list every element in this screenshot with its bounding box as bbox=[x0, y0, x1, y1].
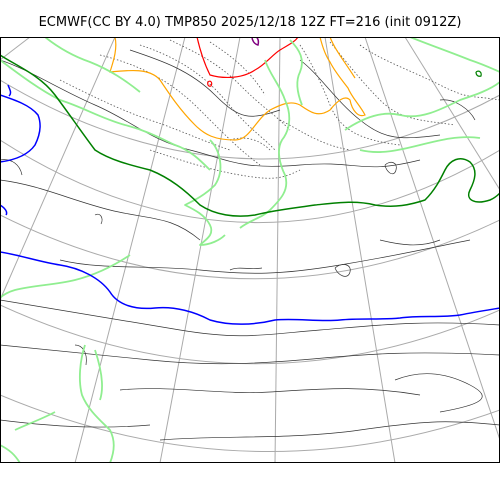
coastline bbox=[0, 419, 151, 428]
isotherm-dotted bbox=[99, 54, 261, 166]
latitude-line bbox=[0, 214, 500, 280]
isotherm-lightgreen-group bbox=[0, 37, 500, 463]
longitude-line bbox=[74, 37, 186, 463]
latitude-line bbox=[0, 394, 500, 452]
isotherm-lightgreen bbox=[184, 139, 226, 246]
isotherm-red-group bbox=[196, 37, 299, 87]
coastline bbox=[394, 373, 483, 413]
isotherm-lightgreen bbox=[289, 39, 303, 106]
latitude-line bbox=[0, 304, 500, 365]
coastline bbox=[119, 388, 421, 396]
longitude-line bbox=[324, 37, 396, 463]
isotherm-dotted bbox=[229, 137, 271, 151]
isotherm-blue bbox=[7, 84, 12, 97]
isotherm-lightgreen bbox=[44, 37, 141, 93]
longitude-lines bbox=[0, 37, 500, 463]
isotherm-red bbox=[207, 80, 213, 87]
isotherm-lightgreen bbox=[0, 59, 211, 171]
coastline bbox=[0, 299, 500, 337]
isotherm-dotted bbox=[169, 39, 291, 131]
coastline bbox=[334, 264, 351, 277]
coastline bbox=[159, 421, 500, 441]
isotherm-lightgreen bbox=[409, 37, 500, 73]
coastlines bbox=[0, 49, 500, 441]
longitude-line bbox=[364, 37, 500, 441]
isotherm-lightgreen bbox=[359, 136, 481, 153]
isotherm-dotted bbox=[359, 44, 500, 101]
map-title: ECMWF(CC BY 4.0) TMP850 2025/12/18 12Z F… bbox=[38, 15, 462, 30]
isotherm-dotted bbox=[299, 44, 401, 146]
coastline bbox=[439, 99, 476, 121]
isotherm-blue-group bbox=[0, 84, 500, 325]
dotted-isotherms bbox=[59, 39, 500, 179]
isotherm-dotted bbox=[59, 79, 231, 151]
isotherm-lightgreen bbox=[0, 254, 131, 299]
coastline bbox=[384, 161, 397, 175]
isotherm-dotted bbox=[329, 41, 456, 126]
coastline bbox=[0, 59, 421, 168]
isotherm-green-small bbox=[475, 70, 482, 77]
isotherm-blue bbox=[0, 251, 500, 325]
isotherm-lightgreen bbox=[78, 344, 115, 463]
coastline bbox=[129, 49, 281, 117]
coastline bbox=[0, 344, 500, 365]
coastline bbox=[59, 239, 471, 274]
coastline bbox=[94, 213, 103, 225]
latitude-line bbox=[0, 79, 500, 160]
isotherm-dotted bbox=[139, 44, 276, 151]
isotherm-orange bbox=[109, 37, 366, 141]
longitude-line bbox=[404, 37, 500, 191]
isotherm-lightgreen bbox=[344, 81, 500, 131]
isotherm-blue bbox=[0, 204, 8, 216]
isotherm-green bbox=[0, 54, 500, 217]
coastline bbox=[379, 239, 441, 246]
isotherm-orange bbox=[329, 37, 356, 79]
longitude-line bbox=[274, 37, 281, 463]
isotherm-lightgreen bbox=[94, 349, 103, 401]
coastline bbox=[0, 159, 23, 176]
isotherm-dotted bbox=[149, 149, 301, 179]
isotherm-blue bbox=[0, 94, 41, 163]
longitude-line bbox=[0, 37, 31, 61]
isotherm-lightgreen bbox=[14, 411, 56, 431]
coastline bbox=[229, 267, 263, 271]
longitude-line bbox=[159, 37, 241, 463]
coastline bbox=[0, 179, 201, 241]
isotherm-lightgreen bbox=[0, 444, 21, 463]
isotherm-red bbox=[196, 37, 299, 78]
isotherm-purple bbox=[251, 37, 260, 46]
isotherm-dotted bbox=[279, 119, 351, 151]
